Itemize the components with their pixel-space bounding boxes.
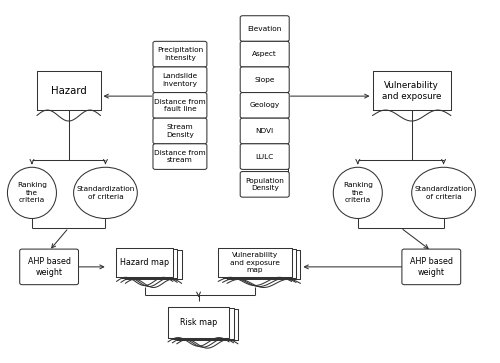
FancyBboxPatch shape <box>153 144 207 170</box>
FancyBboxPatch shape <box>240 93 289 118</box>
Text: Precipitation
intensity: Precipitation intensity <box>157 48 203 61</box>
Text: Population
Density: Population Density <box>246 178 284 191</box>
Text: Elevation: Elevation <box>248 25 282 32</box>
Text: NDVI: NDVI <box>256 128 274 134</box>
FancyBboxPatch shape <box>240 16 289 41</box>
Polygon shape <box>116 248 173 277</box>
FancyBboxPatch shape <box>240 41 289 67</box>
Text: AHP based
weight: AHP based weight <box>28 257 70 277</box>
Text: Vulnerability
and exposure: Vulnerability and exposure <box>382 81 442 101</box>
Text: Landslide
inventory: Landslide inventory <box>162 73 198 86</box>
Text: Geology: Geology <box>250 102 280 109</box>
Polygon shape <box>227 250 300 279</box>
Polygon shape <box>218 248 292 277</box>
Ellipse shape <box>8 167 56 219</box>
Text: Hazard map: Hazard map <box>120 258 169 267</box>
Ellipse shape <box>412 167 476 219</box>
Polygon shape <box>222 249 296 278</box>
Text: Aspect: Aspect <box>252 51 277 57</box>
Polygon shape <box>37 71 100 110</box>
Text: Risk map: Risk map <box>180 318 217 327</box>
Polygon shape <box>172 308 234 339</box>
Text: Ranking
the
criteria: Ranking the criteria <box>17 182 47 203</box>
FancyBboxPatch shape <box>240 144 289 170</box>
FancyBboxPatch shape <box>153 118 207 144</box>
Text: Distance from
fault line: Distance from fault line <box>154 99 206 112</box>
FancyBboxPatch shape <box>402 249 460 285</box>
Polygon shape <box>168 307 229 338</box>
Polygon shape <box>126 250 182 279</box>
Text: Distance from
stream: Distance from stream <box>154 150 206 163</box>
Text: Standardization
of criteria: Standardization of criteria <box>414 186 472 200</box>
Polygon shape <box>372 71 451 110</box>
FancyBboxPatch shape <box>240 118 289 144</box>
FancyBboxPatch shape <box>153 41 207 67</box>
FancyBboxPatch shape <box>153 93 207 118</box>
Text: Standardization
of criteria: Standardization of criteria <box>76 186 134 200</box>
Text: AHP based
weight: AHP based weight <box>410 257 453 277</box>
Text: Stream
Density: Stream Density <box>166 124 194 138</box>
Polygon shape <box>176 309 238 339</box>
Ellipse shape <box>74 167 138 219</box>
Text: Slope: Slope <box>254 77 275 83</box>
FancyBboxPatch shape <box>240 172 289 197</box>
Text: Vulnerability
and exposure
map: Vulnerability and exposure map <box>230 252 280 273</box>
Ellipse shape <box>334 167 382 219</box>
Text: Ranking
the
criteria: Ranking the criteria <box>343 182 372 203</box>
FancyBboxPatch shape <box>20 249 78 285</box>
FancyBboxPatch shape <box>240 67 289 93</box>
Polygon shape <box>121 249 177 278</box>
Text: Hazard: Hazard <box>51 86 86 95</box>
FancyBboxPatch shape <box>153 67 207 93</box>
Text: LULC: LULC <box>256 154 274 160</box>
